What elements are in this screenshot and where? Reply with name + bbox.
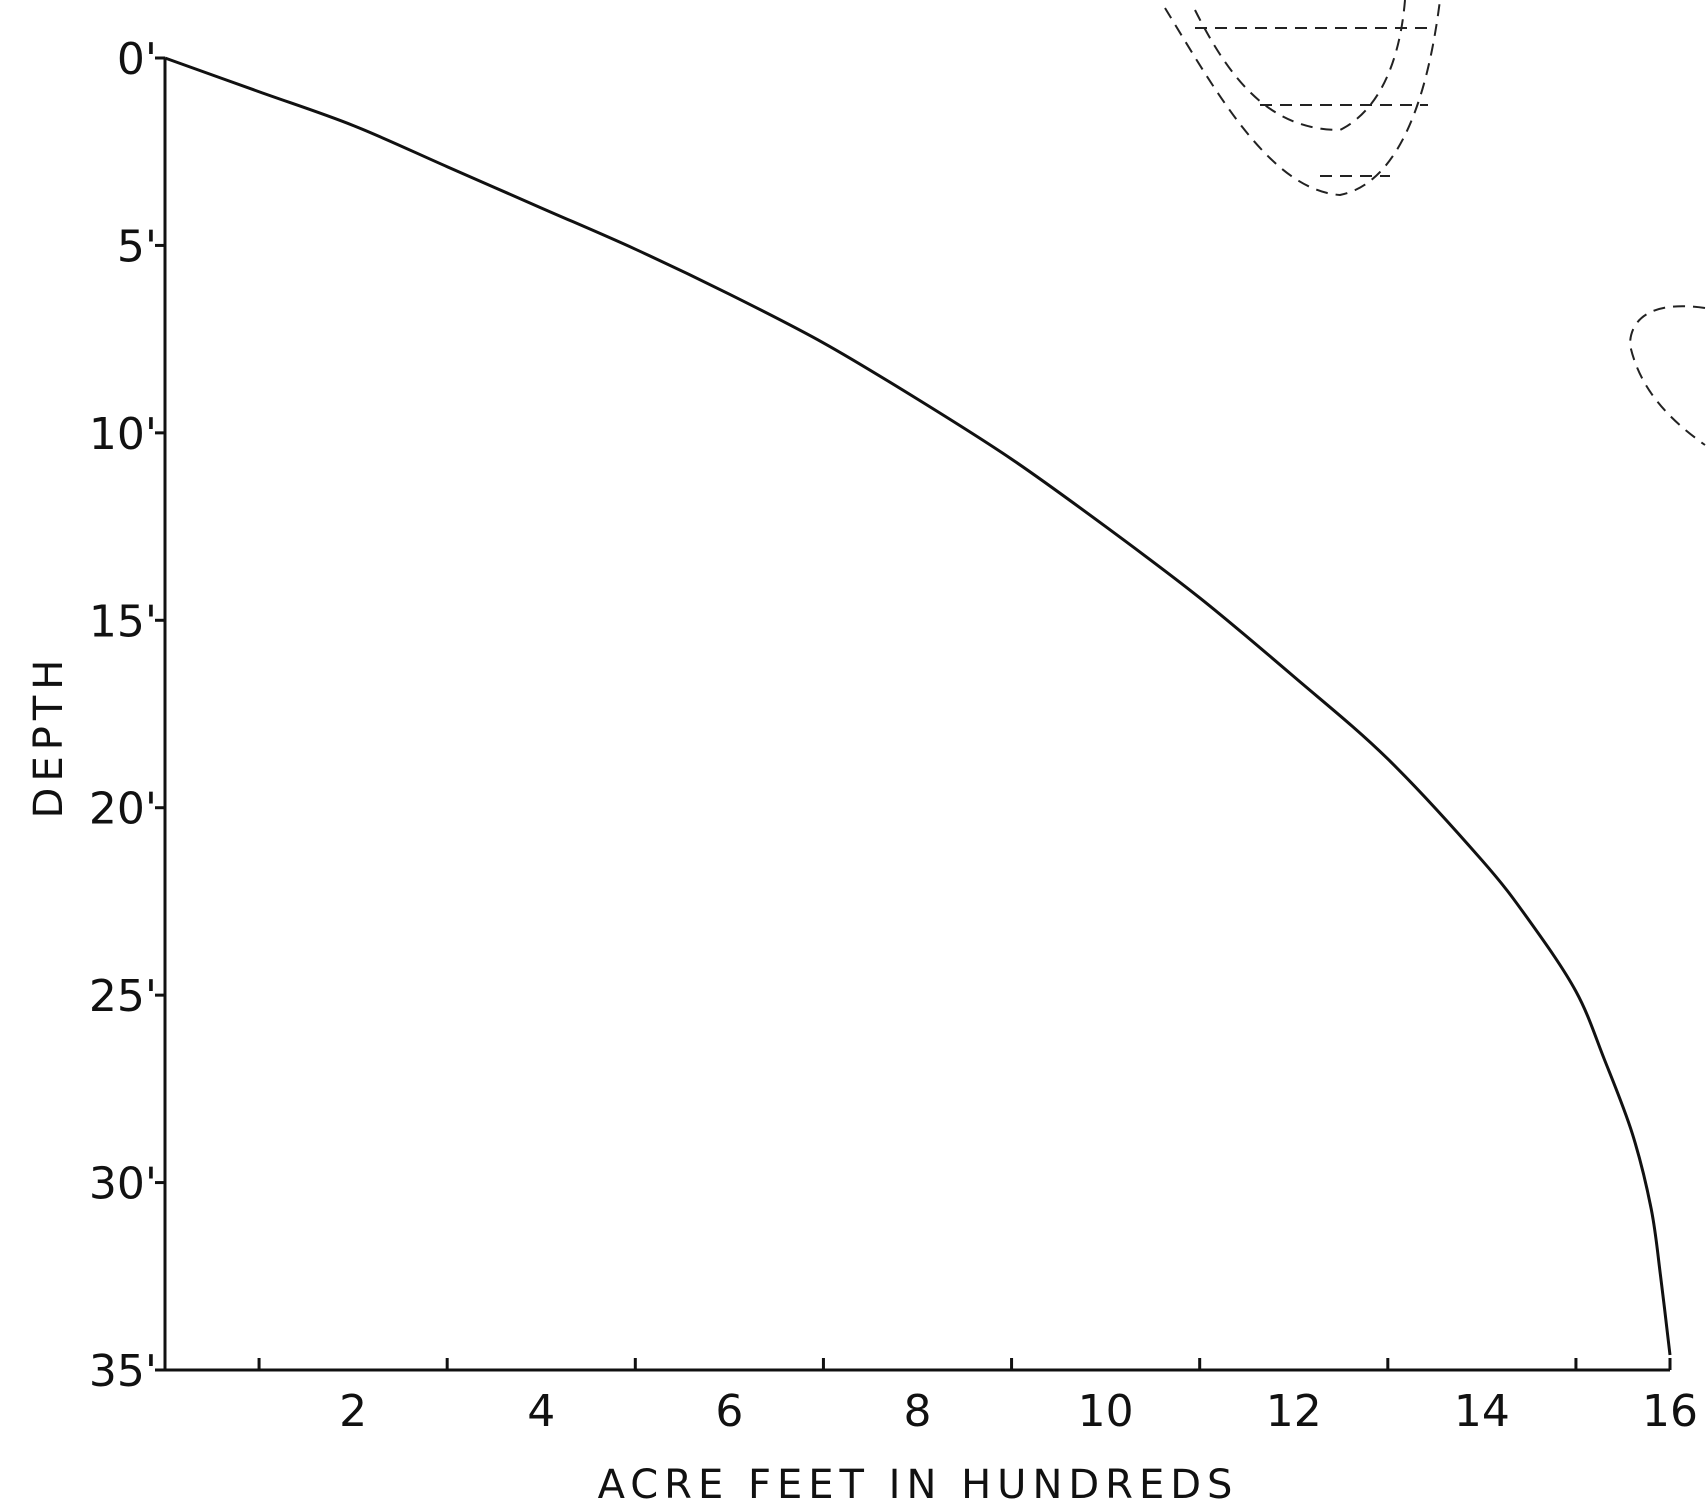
decorative-sketch — [1164, 0, 1706, 446]
y-tick-label: 10' — [89, 409, 157, 460]
y-tick-label: 35' — [89, 1346, 157, 1397]
y-tick-label: 15' — [89, 596, 157, 647]
x-tick-label: 10 — [1078, 1386, 1134, 1437]
y-axis-title: DEPTH — [26, 654, 72, 819]
x-axis-ticks — [257, 1358, 1672, 1370]
x-axis-tick-labels: 2 4 6 8 10 12 14 16 — [339, 1386, 1698, 1437]
y-tick-label: 30' — [89, 1159, 157, 1210]
y-axis-tick-labels: 0' 5' 10' 15' 20' 25' 30' 35' — [89, 34, 157, 1397]
x-tick-label: 16 — [1642, 1386, 1698, 1437]
x-axis-title: ACRE FEET IN HUNDREDS — [598, 1462, 1239, 1507]
series-layer — [164, 56, 1672, 1356]
y-tick-label: 20' — [89, 784, 157, 835]
y-tick-label: 25' — [89, 971, 157, 1022]
x-tick-label: 4 — [527, 1386, 555, 1437]
x-tick-label: 6 — [715, 1386, 743, 1437]
series-line-0 — [164, 56, 1672, 1356]
x-tick-label: 12 — [1266, 1386, 1322, 1437]
x-tick-label: 2 — [339, 1386, 367, 1437]
y-axis-ticks — [155, 56, 165, 1372]
x-tick-label: 14 — [1454, 1386, 1510, 1437]
y-tick-label: 0' — [117, 34, 157, 85]
x-tick-label: 8 — [904, 1386, 932, 1437]
y-tick-label: 5' — [117, 221, 157, 272]
